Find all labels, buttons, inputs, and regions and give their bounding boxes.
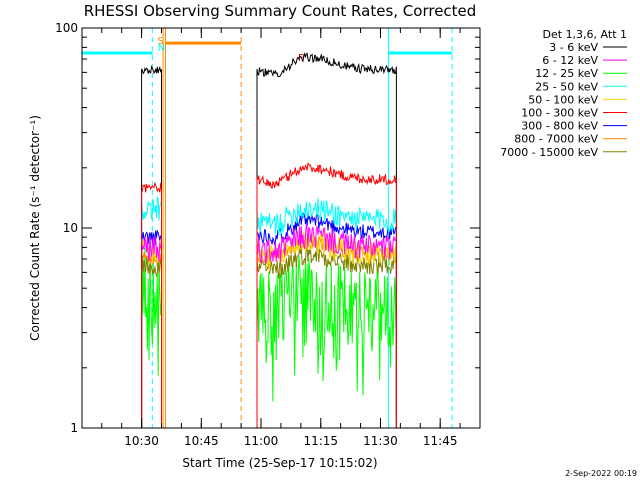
series-trace [141,235,162,428]
flare-flag-label: F [298,53,304,64]
series-trace [256,243,397,428]
y-tick-label: 100 [55,21,78,35]
legend-label: 800 - 7000 keV [514,133,598,146]
legend-label: 300 - 800 keV [521,120,598,133]
series-100-300kev [141,162,397,428]
series-25-50kev [141,196,397,428]
series-trace [256,197,397,428]
saa-flag-label: S [158,36,164,47]
series-trace [141,65,162,428]
plot-frame: 1 10 100 10:30 10:45 11:00 11:15 11:30 11:45 [55,21,481,448]
series-trace [256,233,397,428]
series-trace [141,248,162,428]
series-trace [256,52,397,428]
timestamp: 2-Sep-2022 00:19 [565,469,637,478]
x-tick-label: 11:30 [363,434,398,448]
series-12-25kev [141,248,397,428]
x-tick-label: 11:00 [244,434,279,448]
series-trace [256,255,397,428]
legend-label: 3 - 6 keV [549,41,598,54]
x-tick-label: 11:15 [303,434,338,448]
y-tick-label: 1 [70,421,78,435]
legend-label: 6 - 12 keV [542,54,598,67]
y-axis-label: Corrected Count Rate (s⁻¹ detector⁻¹) [28,115,42,341]
series-trace [141,196,162,428]
x-tick-label: 11:45 [423,434,458,448]
series-trace [141,182,162,428]
legend-label: 25 - 50 keV [535,80,598,93]
legend-header: Det 1,3,6, Att 1 [543,28,627,41]
legend-label: 7000 - 15000 keV [500,146,598,159]
x-tick-label: 10:45 [184,434,219,448]
legend-label: 12 - 25 keV [535,67,598,80]
chart-title: RHESSI Observing Summary Count Rates, Co… [84,2,477,20]
series-trace [256,162,397,428]
legend-label: 50 - 100 keV [528,93,598,106]
plot-area: SN F [82,28,453,428]
series-trace [141,255,162,428]
series-3-6kev [141,52,397,428]
x-axis-label: Start Time (25-Sep-17 10:15:02) [182,456,377,470]
night-flag-label: N [158,43,165,54]
y-tick-label: 10 [63,221,78,235]
series-7000-15000kev [141,243,397,428]
legend-label: 100 - 300 keV [521,107,598,120]
x-tick-label: 10:30 [124,434,159,448]
series-6-12kev [141,223,397,428]
series-trace [256,223,397,428]
